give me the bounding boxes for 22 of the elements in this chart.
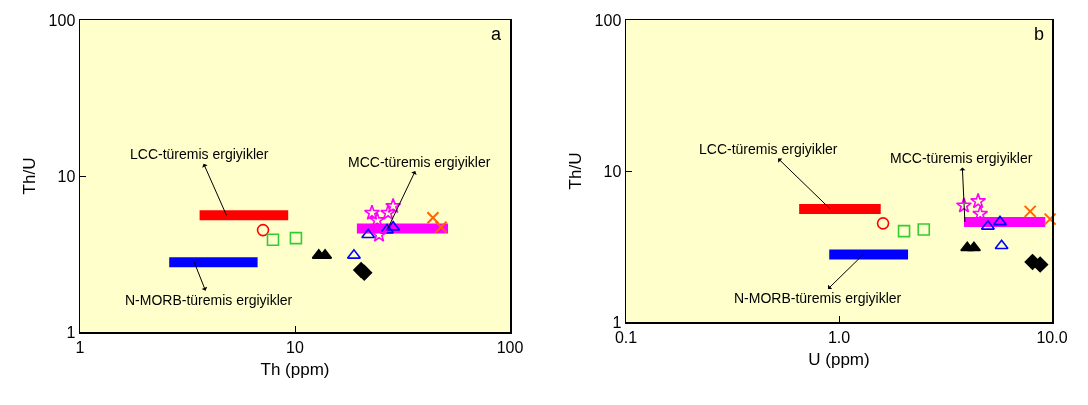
- annotation: LCC-türemis ergiyikler: [130, 146, 269, 162]
- y-tick-label: 100: [48, 11, 76, 29]
- y-tick-label: 10: [603, 162, 622, 180]
- annotation: a: [491, 24, 502, 44]
- annotation: MCC-türemis ergiyikler: [890, 150, 1033, 166]
- y-tick-label: 10: [57, 167, 76, 185]
- annotation: MCC-türemis ergiyikler: [348, 154, 491, 170]
- x-tick-label: 10.0: [1036, 328, 1068, 346]
- x-tick-label: 100: [496, 338, 524, 356]
- x-tick-label: 1.0: [827, 328, 851, 346]
- annotation: b: [1034, 24, 1045, 44]
- x-axis-title: Th (ppm): [260, 359, 330, 379]
- annotation: N-MORB-türemis ergiyikler: [125, 292, 293, 308]
- x-axis-title: U (ppm): [808, 349, 870, 369]
- y-axis-title: Th/U: [566, 152, 586, 190]
- annotation: LCC-türemis ergiyikler: [699, 141, 838, 157]
- x-tick-label: 10: [286, 338, 304, 356]
- annotation: N-MORB-türemis ergiyikler: [734, 290, 902, 306]
- y-tick-label: 100: [594, 11, 622, 29]
- y-axis-title: Th/U: [20, 157, 40, 195]
- y-tick-label: 1: [612, 313, 622, 331]
- x-tick-label: 0.1: [614, 328, 638, 346]
